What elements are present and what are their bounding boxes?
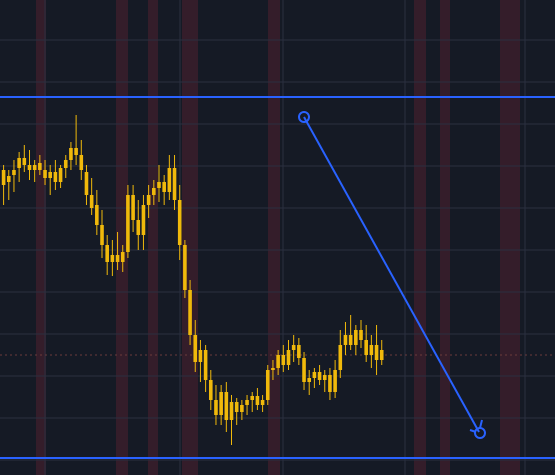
session-band [268, 0, 280, 475]
candle-body [271, 368, 275, 370]
candle-body [89, 195, 94, 208]
candle-body [131, 195, 135, 220]
session-band [440, 0, 450, 475]
candle-body [322, 375, 327, 380]
candle-body [162, 182, 166, 192]
candle-body [214, 400, 218, 415]
candle-body [240, 405, 244, 412]
candle-body [348, 335, 353, 345]
session-band [36, 0, 46, 475]
candle-body [157, 182, 161, 188]
candle-body [286, 350, 291, 365]
candle-body [12, 170, 16, 175]
candle-body [379, 350, 384, 360]
candle-body [152, 188, 156, 195]
candle-body [307, 378, 312, 382]
candle-body [291, 345, 296, 350]
candle-body [32, 165, 37, 170]
candle-body [146, 195, 151, 205]
candle-body [328, 375, 332, 392]
candle-body [250, 396, 255, 400]
candle-body [43, 170, 47, 178]
candle-body [219, 392, 223, 415]
session-band [182, 0, 198, 475]
candle-body [198, 350, 203, 362]
candle-body [364, 340, 368, 355]
session-bands [36, 0, 520, 475]
candle-body [276, 355, 280, 368]
candle-body [74, 148, 78, 155]
candles [1, 115, 384, 445]
candle-body [95, 205, 99, 225]
candle-body [115, 255, 120, 262]
candle-body [302, 358, 306, 382]
candle-body [312, 372, 317, 378]
candle-body [58, 168, 63, 182]
candle-body [172, 168, 177, 200]
candle-body [84, 172, 89, 195]
candle-body [208, 380, 213, 400]
candle-body [224, 392, 229, 420]
candle-body [229, 402, 234, 420]
candle-body [177, 200, 182, 245]
candle-body [374, 345, 379, 360]
circle-handle-icon[interactable] [298, 111, 310, 123]
candle-body [100, 225, 104, 245]
candle-body [120, 252, 125, 262]
session-band [116, 0, 128, 475]
candle-body [333, 370, 337, 392]
candle-body [281, 355, 286, 365]
candle-body [6, 176, 11, 182]
candle-body [203, 350, 208, 380]
session-band [148, 0, 158, 475]
candle-body [110, 255, 115, 262]
candle-body [105, 245, 109, 262]
candle-body [79, 155, 84, 170]
crosshair-cursor-icon [469, 419, 483, 433]
candle-body [126, 195, 130, 252]
candle-body [141, 205, 146, 235]
trend-line[interactable] [303, 116, 480, 433]
candle-body [188, 290, 192, 335]
candle-body [338, 345, 343, 370]
candle-body [260, 400, 265, 405]
candle-body [359, 330, 363, 340]
candle-body [234, 402, 239, 412]
candle-body [63, 160, 68, 168]
candle-body [369, 345, 374, 355]
candle-body [183, 245, 187, 290]
candle-body [1, 170, 6, 185]
candle-body [136, 220, 141, 235]
candle-body [167, 168, 172, 192]
candle-body [297, 345, 301, 358]
candle-body [317, 372, 322, 380]
candle-body [53, 172, 58, 182]
candle-body [22, 158, 27, 165]
candle-body [38, 163, 42, 170]
candle-body [193, 335, 198, 362]
candle-body [245, 400, 249, 405]
candle-body [48, 172, 53, 178]
candle-body [17, 158, 21, 168]
session-band [500, 0, 520, 475]
candle-body [343, 335, 348, 345]
circle-handle-icon[interactable] [474, 427, 486, 439]
candle-body [265, 370, 270, 400]
candle-body [354, 330, 358, 345]
session-band [414, 0, 426, 475]
candle-body [69, 148, 73, 160]
candle-body [255, 396, 260, 405]
candle-body [27, 165, 32, 170]
